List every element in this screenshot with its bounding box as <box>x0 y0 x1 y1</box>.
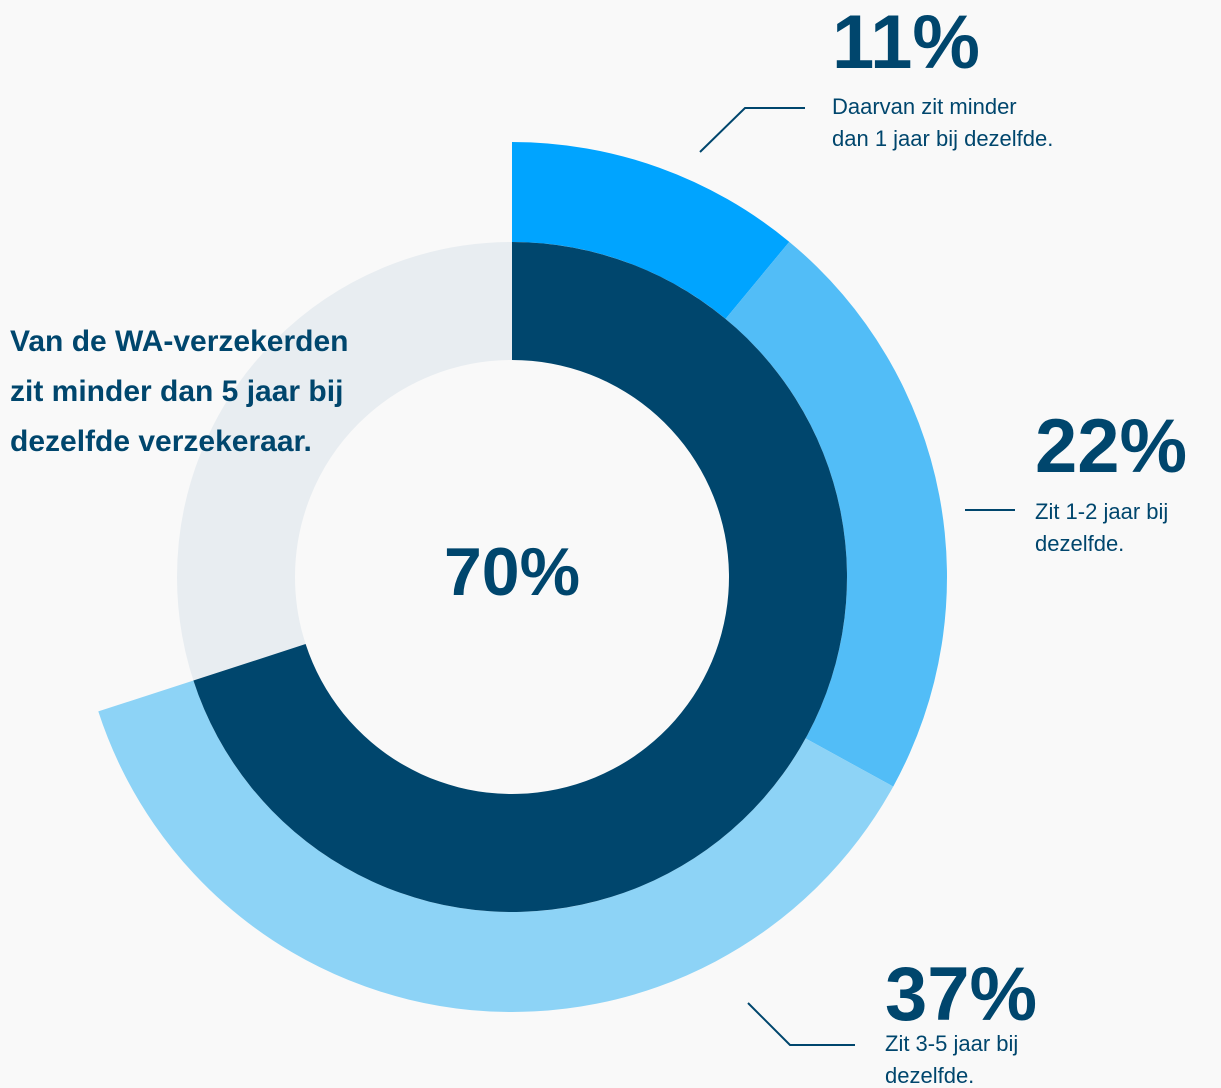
segment-label: Zit 1-2 jaar bij <box>1035 499 1168 524</box>
segment-label: Zit 3-5 jaar bij <box>885 1031 1018 1056</box>
center-value-label: 70% <box>444 534 580 610</box>
chart-title: dezelfde verzekeraar. <box>10 425 312 458</box>
value-label: 22% <box>1035 404 1187 489</box>
value-label: 11% <box>832 0 980 85</box>
value-label: 37% <box>885 952 1037 1037</box>
segment-label: dan 1 jaar bij dezelfde. <box>832 126 1053 151</box>
outer-segment <box>512 142 790 323</box>
segment-label: Daarvan zit minder <box>832 94 1017 119</box>
chart-title: Van de WA-verzekerden <box>10 325 348 358</box>
outer-segment <box>98 678 894 1013</box>
inner-segment <box>193 242 848 912</box>
chart-title: zit minder dan 5 jaar bij <box>10 375 343 408</box>
segment-label: dezelfde. <box>885 1063 974 1088</box>
segment-label: dezelfde. <box>1035 531 1124 556</box>
leader-line <box>747 1002 855 1046</box>
leader-line <box>699 107 805 153</box>
